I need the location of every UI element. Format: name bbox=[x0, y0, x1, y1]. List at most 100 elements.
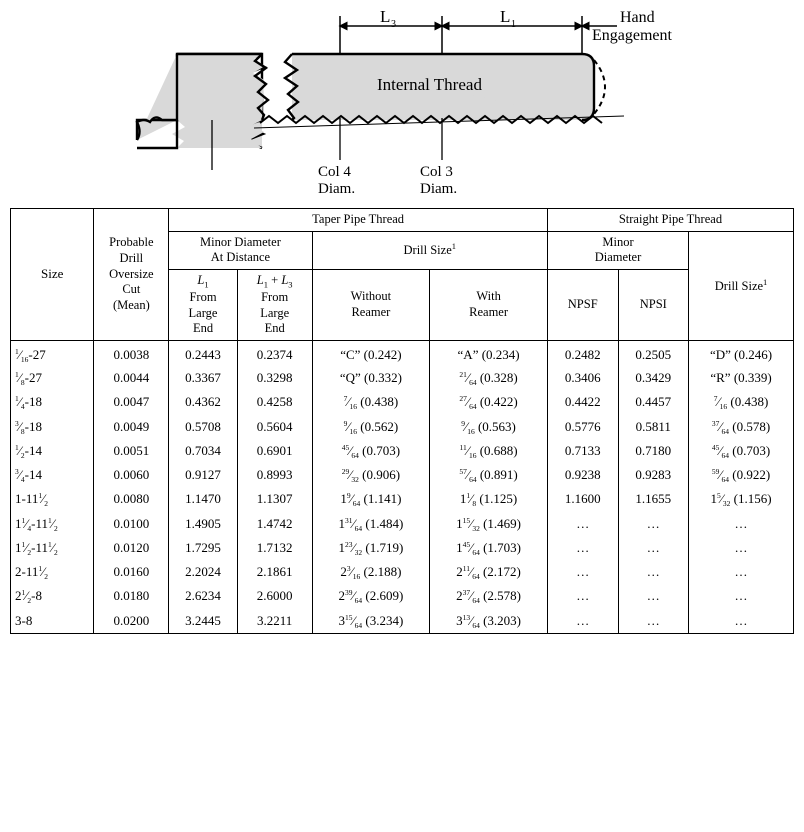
cell-prob: 0.0038 bbox=[94, 340, 169, 366]
cell-prob: 0.0100 bbox=[94, 512, 169, 536]
cell-npsf: … bbox=[547, 512, 618, 536]
cell-size: 3-8 bbox=[11, 609, 94, 634]
cell-npsi: 0.9283 bbox=[618, 463, 689, 487]
cell-ds: … bbox=[689, 609, 794, 634]
cell-d2: 0.4258 bbox=[237, 390, 312, 414]
cell-npsi: 0.2505 bbox=[618, 340, 689, 366]
cell-d2: 2.6000 bbox=[237, 584, 312, 608]
hdr-without: WithoutReamer bbox=[312, 269, 430, 340]
table-row: 3⁄8-180.00490.57080.56049⁄16 (0.562)9⁄16… bbox=[11, 415, 794, 439]
cell-prob: 0.0060 bbox=[94, 463, 169, 487]
cell-d1: 2.6234 bbox=[169, 584, 237, 608]
cell-d1: 1.4905 bbox=[169, 512, 237, 536]
cell-npsf: … bbox=[547, 536, 618, 560]
cell-without: 23⁄16 (2.188) bbox=[312, 560, 430, 584]
cell-d2: 0.8993 bbox=[237, 463, 312, 487]
cell-d2: 1.7132 bbox=[237, 536, 312, 560]
cell-npsi: … bbox=[618, 560, 689, 584]
cell-without: “Q” (0.332) bbox=[312, 366, 430, 390]
cell-npsf: … bbox=[547, 609, 618, 634]
cell-d2: 3.2211 bbox=[237, 609, 312, 634]
hdr-L1: L1FromLargeEnd bbox=[169, 269, 237, 340]
cell-without: 239⁄64 (2.609) bbox=[312, 584, 430, 608]
cell-d2: 1.1307 bbox=[237, 487, 312, 511]
pipe-thread-table: Size ProbableDrillOversizeCut(Mean) Tape… bbox=[10, 208, 794, 634]
hdr-probable: ProbableDrillOversizeCut(Mean) bbox=[94, 209, 169, 341]
cell-npsf: 0.2482 bbox=[547, 340, 618, 366]
cell-without: 131⁄64 (1.484) bbox=[312, 512, 430, 536]
cell-size: 21⁄2-8 bbox=[11, 584, 94, 608]
table-row: 1⁄8-270.00440.33670.3298“Q” (0.332)21⁄64… bbox=[11, 366, 794, 390]
cell-size: 11⁄4-111⁄2 bbox=[11, 512, 94, 536]
cell-prob: 0.0080 bbox=[94, 487, 169, 511]
cell-size: 1⁄4-18 bbox=[11, 390, 94, 414]
cell-d1: 0.9127 bbox=[169, 463, 237, 487]
cell-npsi: 0.3429 bbox=[618, 366, 689, 390]
hdr-L1L3: L1 + L3FromLargeEnd bbox=[237, 269, 312, 340]
cell-d2: 0.6901 bbox=[237, 439, 312, 463]
cell-without: 9⁄16 (0.562) bbox=[312, 415, 430, 439]
cell-without: 19⁄64 (1.141) bbox=[312, 487, 430, 511]
cell-ds: … bbox=[689, 560, 794, 584]
cell-ds: … bbox=[689, 536, 794, 560]
cell-without: 29⁄32 (0.906) bbox=[312, 463, 430, 487]
hdr-minor: MinorDiameter bbox=[547, 231, 688, 269]
hdr-drill-size: Drill Size1 bbox=[312, 231, 547, 269]
cell-size: 1-111⁄2 bbox=[11, 487, 94, 511]
cell-size: 1⁄2-14 bbox=[11, 439, 94, 463]
cell-npsi: 0.5811 bbox=[618, 415, 689, 439]
cell-ds: 7⁄16 (0.438) bbox=[689, 390, 794, 414]
svg-text:1: 1 bbox=[511, 19, 516, 30]
cell-npsf: 0.7133 bbox=[547, 439, 618, 463]
cell-d2: 0.3298 bbox=[237, 366, 312, 390]
cell-without: “C” (0.242) bbox=[312, 340, 430, 366]
hdr-drill-size2: Drill Size1 bbox=[689, 231, 794, 340]
cell-npsf: 1.1600 bbox=[547, 487, 618, 511]
cell-d1: 0.4362 bbox=[169, 390, 237, 414]
cell-size: 3⁄8-18 bbox=[11, 415, 94, 439]
cell-without: 123⁄32 (1.719) bbox=[312, 536, 430, 560]
col4-label-a: Col 4 bbox=[318, 164, 351, 180]
cell-ds: 45⁄64 (0.703) bbox=[689, 439, 794, 463]
cell-ds: “D” (0.246) bbox=[689, 340, 794, 366]
cell-d2: 1.4742 bbox=[237, 512, 312, 536]
hdr-with: WithReamer bbox=[430, 269, 548, 340]
thread-diagram: L 3 L 1 Hand Engagement Internal Thread … bbox=[10, 10, 794, 204]
cell-npsf: … bbox=[547, 560, 618, 584]
table-row: 1⁄2-140.00510.70340.690145⁄64 (0.703)11⁄… bbox=[11, 439, 794, 463]
cell-prob: 0.0160 bbox=[94, 560, 169, 584]
cell-without: 7⁄16 (0.438) bbox=[312, 390, 430, 414]
cell-d1: 3.2445 bbox=[169, 609, 237, 634]
hdr-minor-dist: Minor DiameterAt Distance bbox=[169, 231, 312, 269]
cell-npsi: … bbox=[618, 584, 689, 608]
cell-ds: … bbox=[689, 584, 794, 608]
cell-size: 1⁄16-27 bbox=[11, 340, 94, 366]
cell-d1: 1.7295 bbox=[169, 536, 237, 560]
hdr-npsi: NPSI bbox=[618, 269, 689, 340]
hdr-npsf: NPSF bbox=[547, 269, 618, 340]
cell-ds: 37⁄64 (0.578) bbox=[689, 415, 794, 439]
cell-prob: 0.0044 bbox=[94, 366, 169, 390]
col4-label-b: Diam. bbox=[318, 181, 355, 197]
cell-size: 1⁄8-27 bbox=[11, 366, 94, 390]
cell-prob: 0.0120 bbox=[94, 536, 169, 560]
cell-ds: 15⁄32 (1.156) bbox=[689, 487, 794, 511]
table-row: 11⁄2-111⁄20.01201.72951.7132123⁄32 (1.71… bbox=[11, 536, 794, 560]
cell-ds: 59⁄64 (0.922) bbox=[689, 463, 794, 487]
table-row: 1-111⁄20.00801.14701.130719⁄64 (1.141)11… bbox=[11, 487, 794, 511]
cell-npsi: 1.1655 bbox=[618, 487, 689, 511]
cell-npsf: 0.4422 bbox=[547, 390, 618, 414]
engagement-label: Engagement bbox=[592, 27, 673, 44]
cell-with: 11⁄16 (0.688) bbox=[430, 439, 548, 463]
cell-npsi: 0.7180 bbox=[618, 439, 689, 463]
hand-label: Hand bbox=[620, 10, 655, 26]
cell-with: 115⁄32 (1.469) bbox=[430, 512, 548, 536]
table-row: 1⁄4-180.00470.43620.42587⁄16 (0.438)27⁄6… bbox=[11, 390, 794, 414]
cell-without: 315⁄64 (3.234) bbox=[312, 609, 430, 634]
internal-thread-label: Internal Thread bbox=[377, 75, 482, 94]
cell-npsf: … bbox=[547, 584, 618, 608]
table-row: 21⁄2-80.01802.62342.6000239⁄64 (2.609)23… bbox=[11, 584, 794, 608]
hdr-taper: Taper Pipe Thread bbox=[169, 209, 548, 232]
cell-d1: 0.5708 bbox=[169, 415, 237, 439]
col3-label-a: Col 3 bbox=[420, 164, 453, 180]
